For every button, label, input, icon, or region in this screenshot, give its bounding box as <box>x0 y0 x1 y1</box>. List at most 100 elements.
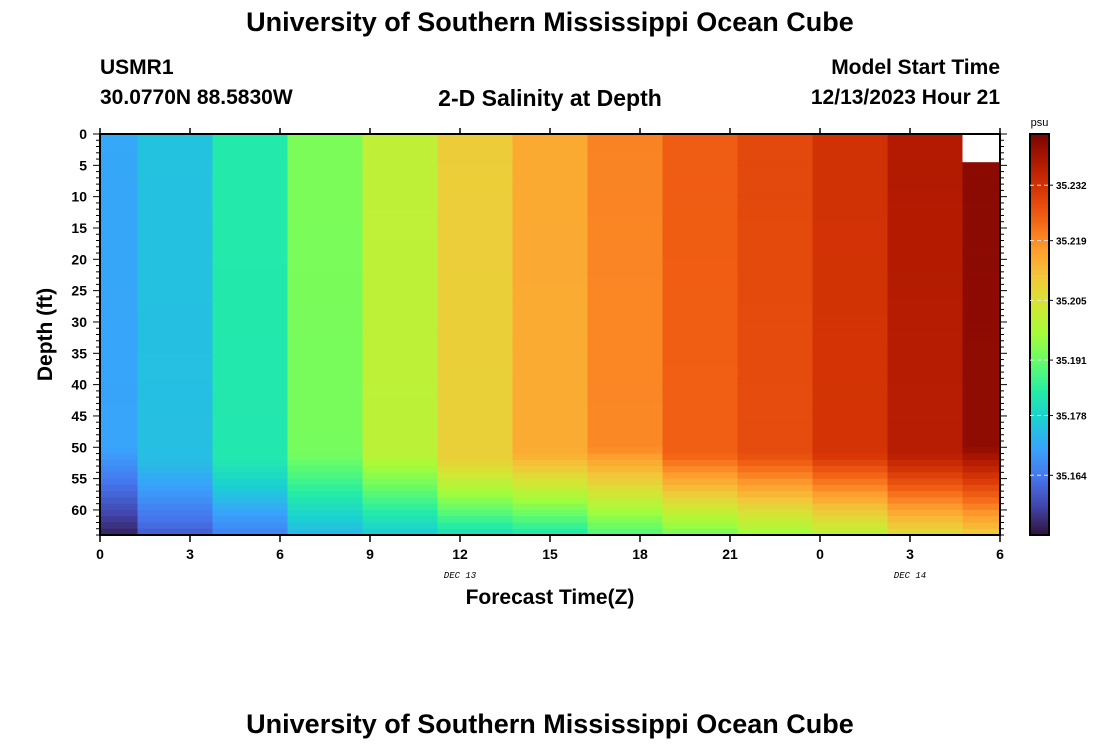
heatmap-cell <box>887 472 963 480</box>
heatmap-cell <box>812 365 888 373</box>
heatmap-cell <box>212 215 288 223</box>
heatmap-cell <box>137 240 213 248</box>
heatmap-cell <box>887 278 963 285</box>
heatmap-cell <box>362 372 438 379</box>
heatmap-cell <box>287 290 363 298</box>
heatmap-cell <box>287 271 363 279</box>
heatmap-cell <box>137 265 213 273</box>
heatmap-cell <box>437 215 513 223</box>
heatmap-cell <box>587 459 663 467</box>
heatmap-cell <box>587 240 663 248</box>
heatmap-cell <box>287 384 363 392</box>
heatmap-cell <box>512 296 588 304</box>
heatmap-cell <box>137 190 213 198</box>
heatmap-cell <box>962 290 1001 298</box>
heatmap-cell <box>587 265 663 273</box>
heatmap-cell <box>812 184 888 191</box>
heatmap-cell <box>362 165 438 173</box>
heatmap-cell <box>737 202 813 210</box>
heatmap-cell <box>212 159 288 166</box>
heatmap-cell <box>100 447 138 455</box>
heatmap-cell <box>887 497 963 505</box>
heatmap-cell <box>737 497 813 505</box>
heatmap-cell <box>887 165 963 173</box>
heatmap-cell <box>437 140 513 148</box>
heatmap-cell <box>362 227 438 235</box>
heatmap-cell <box>737 134 813 141</box>
heatmap-cell <box>362 491 438 498</box>
heatmap-cell <box>362 221 438 229</box>
heatmap-cell <box>212 447 288 455</box>
heatmap-cell <box>512 265 588 273</box>
heatmap-cell <box>662 384 738 392</box>
heatmap-cell <box>362 184 438 191</box>
heatmap-cell <box>287 422 363 429</box>
heatmap-cell <box>287 372 363 379</box>
heatmap-cell <box>962 409 1001 417</box>
heatmap-cell <box>812 409 888 417</box>
heatmap-cell <box>962 246 1001 254</box>
heatmap-cell <box>437 390 513 398</box>
heatmap-cell <box>437 321 513 329</box>
heatmap-cell <box>512 221 588 229</box>
heatmap-cell <box>887 159 963 166</box>
heatmap-cell <box>887 522 963 530</box>
heatmap-cell <box>362 516 438 523</box>
heatmap-cell <box>212 365 288 373</box>
heatmap-cell <box>962 328 1001 335</box>
heatmap-cell <box>437 522 513 530</box>
heatmap-cell <box>362 403 438 411</box>
heatmap-cell <box>362 459 438 467</box>
heatmap-cell <box>962 177 1001 185</box>
heatmap-cell <box>737 491 813 498</box>
heatmap-cell <box>287 196 363 204</box>
heatmap-cell <box>100 165 138 173</box>
heatmap-cell <box>137 184 213 191</box>
heatmap-cell <box>137 134 213 141</box>
heatmap-cell <box>512 227 588 235</box>
heatmap-cell <box>287 227 363 235</box>
heatmap-cell <box>362 190 438 198</box>
y-tick-label: 20 <box>71 251 87 267</box>
heatmap-cell <box>287 184 363 191</box>
heatmap-cell <box>812 234 888 242</box>
heatmap-cell <box>737 215 813 223</box>
heatmap-cell <box>812 459 888 467</box>
heatmap-cell <box>512 240 588 248</box>
heatmap-cell <box>287 334 363 342</box>
heatmap-cell <box>737 246 813 254</box>
heatmap-cell <box>962 503 1001 511</box>
heatmap-cell <box>962 522 1001 530</box>
heatmap-cell <box>212 271 288 279</box>
heatmap-cell <box>737 528 813 536</box>
page-title: University of Southern Mississippi Ocean… <box>246 7 854 37</box>
heatmap-cell <box>137 372 213 379</box>
heatmap-cell <box>362 240 438 248</box>
heatmap-cell <box>812 165 888 173</box>
heatmap-cell <box>437 284 513 292</box>
heatmap-cell <box>662 434 738 442</box>
heatmap-cell <box>662 284 738 292</box>
heatmap-cell <box>512 159 588 166</box>
heatmap-cell <box>287 171 363 179</box>
heatmap-cell <box>887 503 963 511</box>
heatmap-cell <box>137 146 213 154</box>
heatmap-cell <box>100 459 138 467</box>
heatmap-cell <box>662 140 738 148</box>
heatmap-cell <box>287 265 363 273</box>
heatmap-cell <box>512 315 588 323</box>
heatmap-cell <box>137 165 213 173</box>
heatmap-cell <box>512 491 588 498</box>
heatmap-cell <box>737 165 813 173</box>
heatmap-cell <box>887 309 963 317</box>
heatmap-cell <box>100 378 138 386</box>
heatmap-cell <box>100 159 138 166</box>
heatmap-cell <box>137 491 213 498</box>
heatmap-cell <box>587 177 663 185</box>
heatmap-cell <box>362 484 438 492</box>
heatmap-cell <box>887 171 963 179</box>
heatmap-cell <box>287 509 363 517</box>
heatmap-cell <box>512 215 588 223</box>
heatmap-cell <box>887 196 963 204</box>
y-tick-label: 40 <box>71 377 87 393</box>
